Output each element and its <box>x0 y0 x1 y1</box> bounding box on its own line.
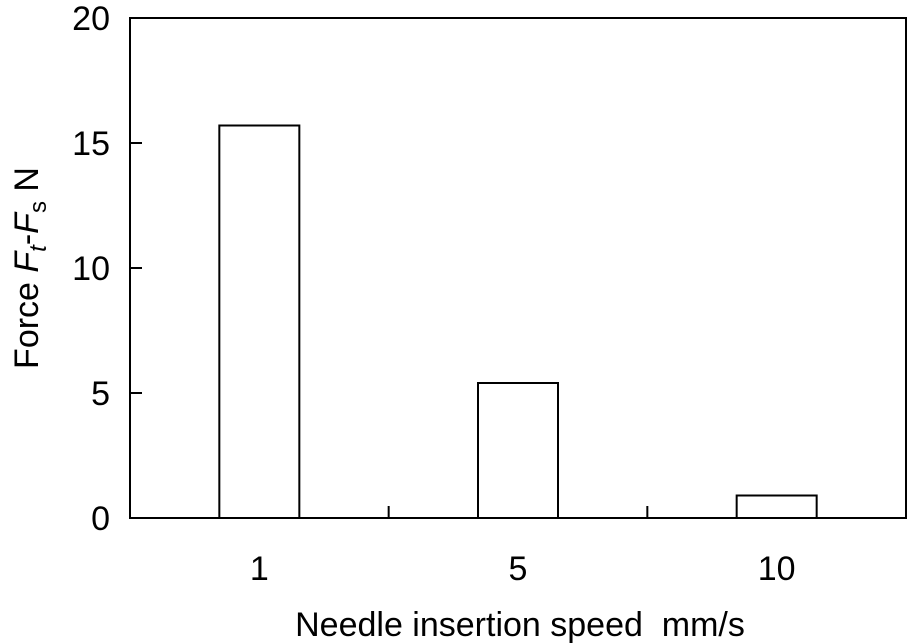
y-tick-label: 15 <box>72 125 110 163</box>
bars-group <box>218 124 818 519</box>
y-axis-ticks: 0 5 10 15 20 <box>72 0 142 538</box>
y-tick-label: 5 <box>91 375 110 413</box>
y-axis-title-sub2: s <box>25 201 52 213</box>
y-axis-title-unit: N <box>8 167 46 201</box>
y-axis-title: Force Ft-Fs N <box>8 167 52 369</box>
x-tick-label: 5 <box>509 550 528 588</box>
x-axis-title: Needle insertion speed mm/s <box>295 606 745 644</box>
y-tick-label: 10 <box>72 250 110 288</box>
y-axis-title-dash: - <box>8 234 46 245</box>
y-axis-title-sub1: t <box>25 244 52 252</box>
bar-5 <box>477 382 559 519</box>
x-tick-label: 10 <box>758 550 796 588</box>
y-tick-label: 20 <box>72 0 110 38</box>
x-axis-ticks: 1 5 10 <box>250 506 796 588</box>
y-tick-label: 0 <box>91 500 110 538</box>
y-axis-title-var1: F <box>8 250 46 273</box>
bar-1 <box>218 124 301 519</box>
y-axis-title-prefix: Force <box>8 273 46 369</box>
x-tick-label: 1 <box>250 550 269 588</box>
bar-10 <box>735 494 818 519</box>
y-axis-title-var2: F <box>8 211 46 234</box>
